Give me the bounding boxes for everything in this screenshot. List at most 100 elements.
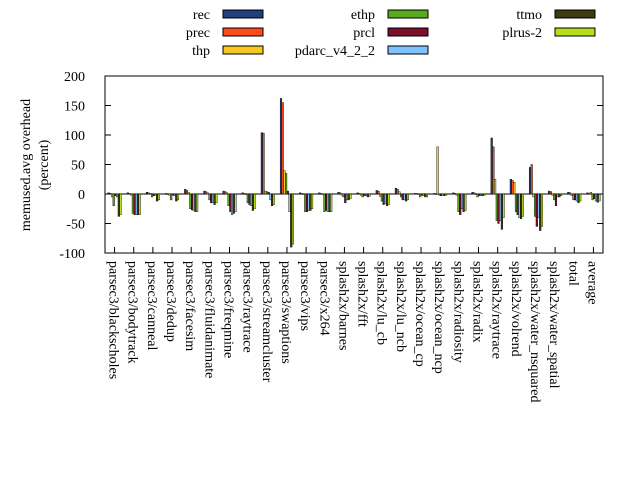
bar-thp xyxy=(321,193,324,195)
y-axis: -100 -50 0 50 100 150 200 xyxy=(59,70,603,262)
bar-rec xyxy=(509,179,512,195)
bar-prcl xyxy=(382,193,385,205)
x-tick-label: parsec3/vips xyxy=(297,261,312,331)
x-tick-label: parsec3/freqmine xyxy=(221,261,236,358)
bar-rec xyxy=(260,132,263,195)
bar-thp xyxy=(302,193,305,195)
bar-prcl xyxy=(190,193,194,211)
bar-pdarc_v4_2_2 xyxy=(192,193,195,211)
bar-prec xyxy=(339,192,342,195)
legend-label-rec: rec xyxy=(193,8,210,23)
x-tick-label: splash2x/water_nsquared xyxy=(527,261,542,403)
bar-prec xyxy=(262,133,265,195)
y-axis-label: memused.avg overhead xyxy=(19,99,34,231)
bar-rec xyxy=(528,167,532,195)
bar-ttmo xyxy=(443,193,446,196)
bar-prec xyxy=(205,191,208,195)
bar-prec xyxy=(319,193,323,195)
x-tick-label: splash2x/radiosity xyxy=(450,261,465,363)
bar-pdarc_v4_2_2 xyxy=(269,193,272,201)
y-tick-label: 150 xyxy=(64,100,85,115)
bar-plrus-2 xyxy=(521,193,524,217)
x-tick-label: splash2x/radix xyxy=(470,261,485,343)
bar-ttmo xyxy=(347,193,350,201)
bar-prec xyxy=(147,192,150,195)
bar-plrus-2 xyxy=(119,193,122,215)
x-tick-label: average xyxy=(584,261,599,305)
bar-ttmo xyxy=(136,193,140,215)
bar-pdarc_v4_2_2 xyxy=(422,193,425,196)
bar-ethp xyxy=(419,193,422,198)
plot-area xyxy=(104,75,604,254)
bar-prcl xyxy=(401,193,404,201)
bar-ttmo xyxy=(271,193,274,207)
bar-thp xyxy=(168,193,171,196)
bar-plrus-2 xyxy=(272,193,275,205)
bar-prec xyxy=(549,191,552,195)
bar-ethp xyxy=(361,193,364,198)
bar-thp xyxy=(283,170,286,195)
bar-prec xyxy=(300,193,303,195)
bar-ethp xyxy=(553,193,556,201)
bar-pdarc_v4_2_2 xyxy=(460,193,463,209)
bar-pdarc_v4_2_2 xyxy=(326,193,329,212)
bar-rec xyxy=(337,192,340,195)
bar-ethp xyxy=(438,193,441,196)
bar-prcl xyxy=(344,193,347,204)
bar-rec xyxy=(356,192,359,195)
bar-plrus-2 xyxy=(502,193,505,218)
bar-pdarc_v4_2_2 xyxy=(288,193,291,212)
plot-frame xyxy=(104,75,604,254)
x-tick-label: splash2x/fft xyxy=(355,261,370,327)
legend-swatch-thp xyxy=(222,45,264,55)
bar-rec xyxy=(394,187,397,195)
bar-pdarc_v4_2_2 xyxy=(537,193,540,218)
legend-label-ethp: ethp xyxy=(351,8,375,23)
bar-plrus-2 xyxy=(445,193,448,196)
bar-pdarc_v4_2_2 xyxy=(345,193,349,201)
y-tick-label: 50 xyxy=(71,159,85,174)
bar-thp xyxy=(589,192,592,195)
bar-pdarc_v4_2_2 xyxy=(365,193,368,196)
x-tick-label: splash2x/barnes xyxy=(335,261,350,350)
bar-rec xyxy=(126,192,129,195)
bar-prec xyxy=(511,180,514,195)
bar-rec xyxy=(471,192,474,195)
bar-ttmo xyxy=(366,193,369,198)
bar-pdarc_v4_2_2 xyxy=(403,193,406,201)
legend-swatch-ethp xyxy=(387,9,429,19)
legend-label-ttmo: ttmo xyxy=(516,8,542,23)
bar-plrus-2 xyxy=(196,193,199,212)
bar-ttmo xyxy=(520,193,523,219)
x-tick-label: splash2x/water_spatial xyxy=(546,261,561,389)
bar-prcl xyxy=(554,193,558,207)
x-tick-label: splash2x/lu_ncb xyxy=(393,261,408,352)
bar-prcl xyxy=(210,193,213,204)
bar-ethp xyxy=(208,193,211,201)
bar-prcl xyxy=(133,193,136,215)
bar-prcl xyxy=(478,193,481,196)
bar-plrus-2 xyxy=(253,193,256,209)
bar-prcl xyxy=(114,193,117,196)
x-tick-label: parsec3/raytrace xyxy=(240,261,255,353)
bar-ethp xyxy=(189,193,192,209)
legend-swatch-pdarc_v4_2_2 xyxy=(387,45,429,55)
legend-swatch-prcl xyxy=(387,27,429,37)
legend-label-prec: prec xyxy=(186,26,210,41)
bar-rec xyxy=(414,193,417,195)
bar-plrus-2 xyxy=(311,193,314,209)
bar-prcl xyxy=(267,192,270,195)
bar-plrus-2 xyxy=(387,193,390,205)
bar-rec xyxy=(222,190,225,195)
bar-ttmo xyxy=(117,193,120,217)
bar-ttmo xyxy=(462,193,465,212)
bar-rec xyxy=(433,193,436,195)
bar-ttmo xyxy=(290,193,293,248)
legend-label-thp: thp xyxy=(192,44,210,59)
bar-rec xyxy=(318,192,321,195)
bar-ttmo xyxy=(175,193,178,202)
bar-thp xyxy=(551,193,554,196)
bar-thp xyxy=(245,193,248,195)
bar-ttmo xyxy=(156,193,159,202)
y-tick-label: -100 xyxy=(59,247,85,262)
